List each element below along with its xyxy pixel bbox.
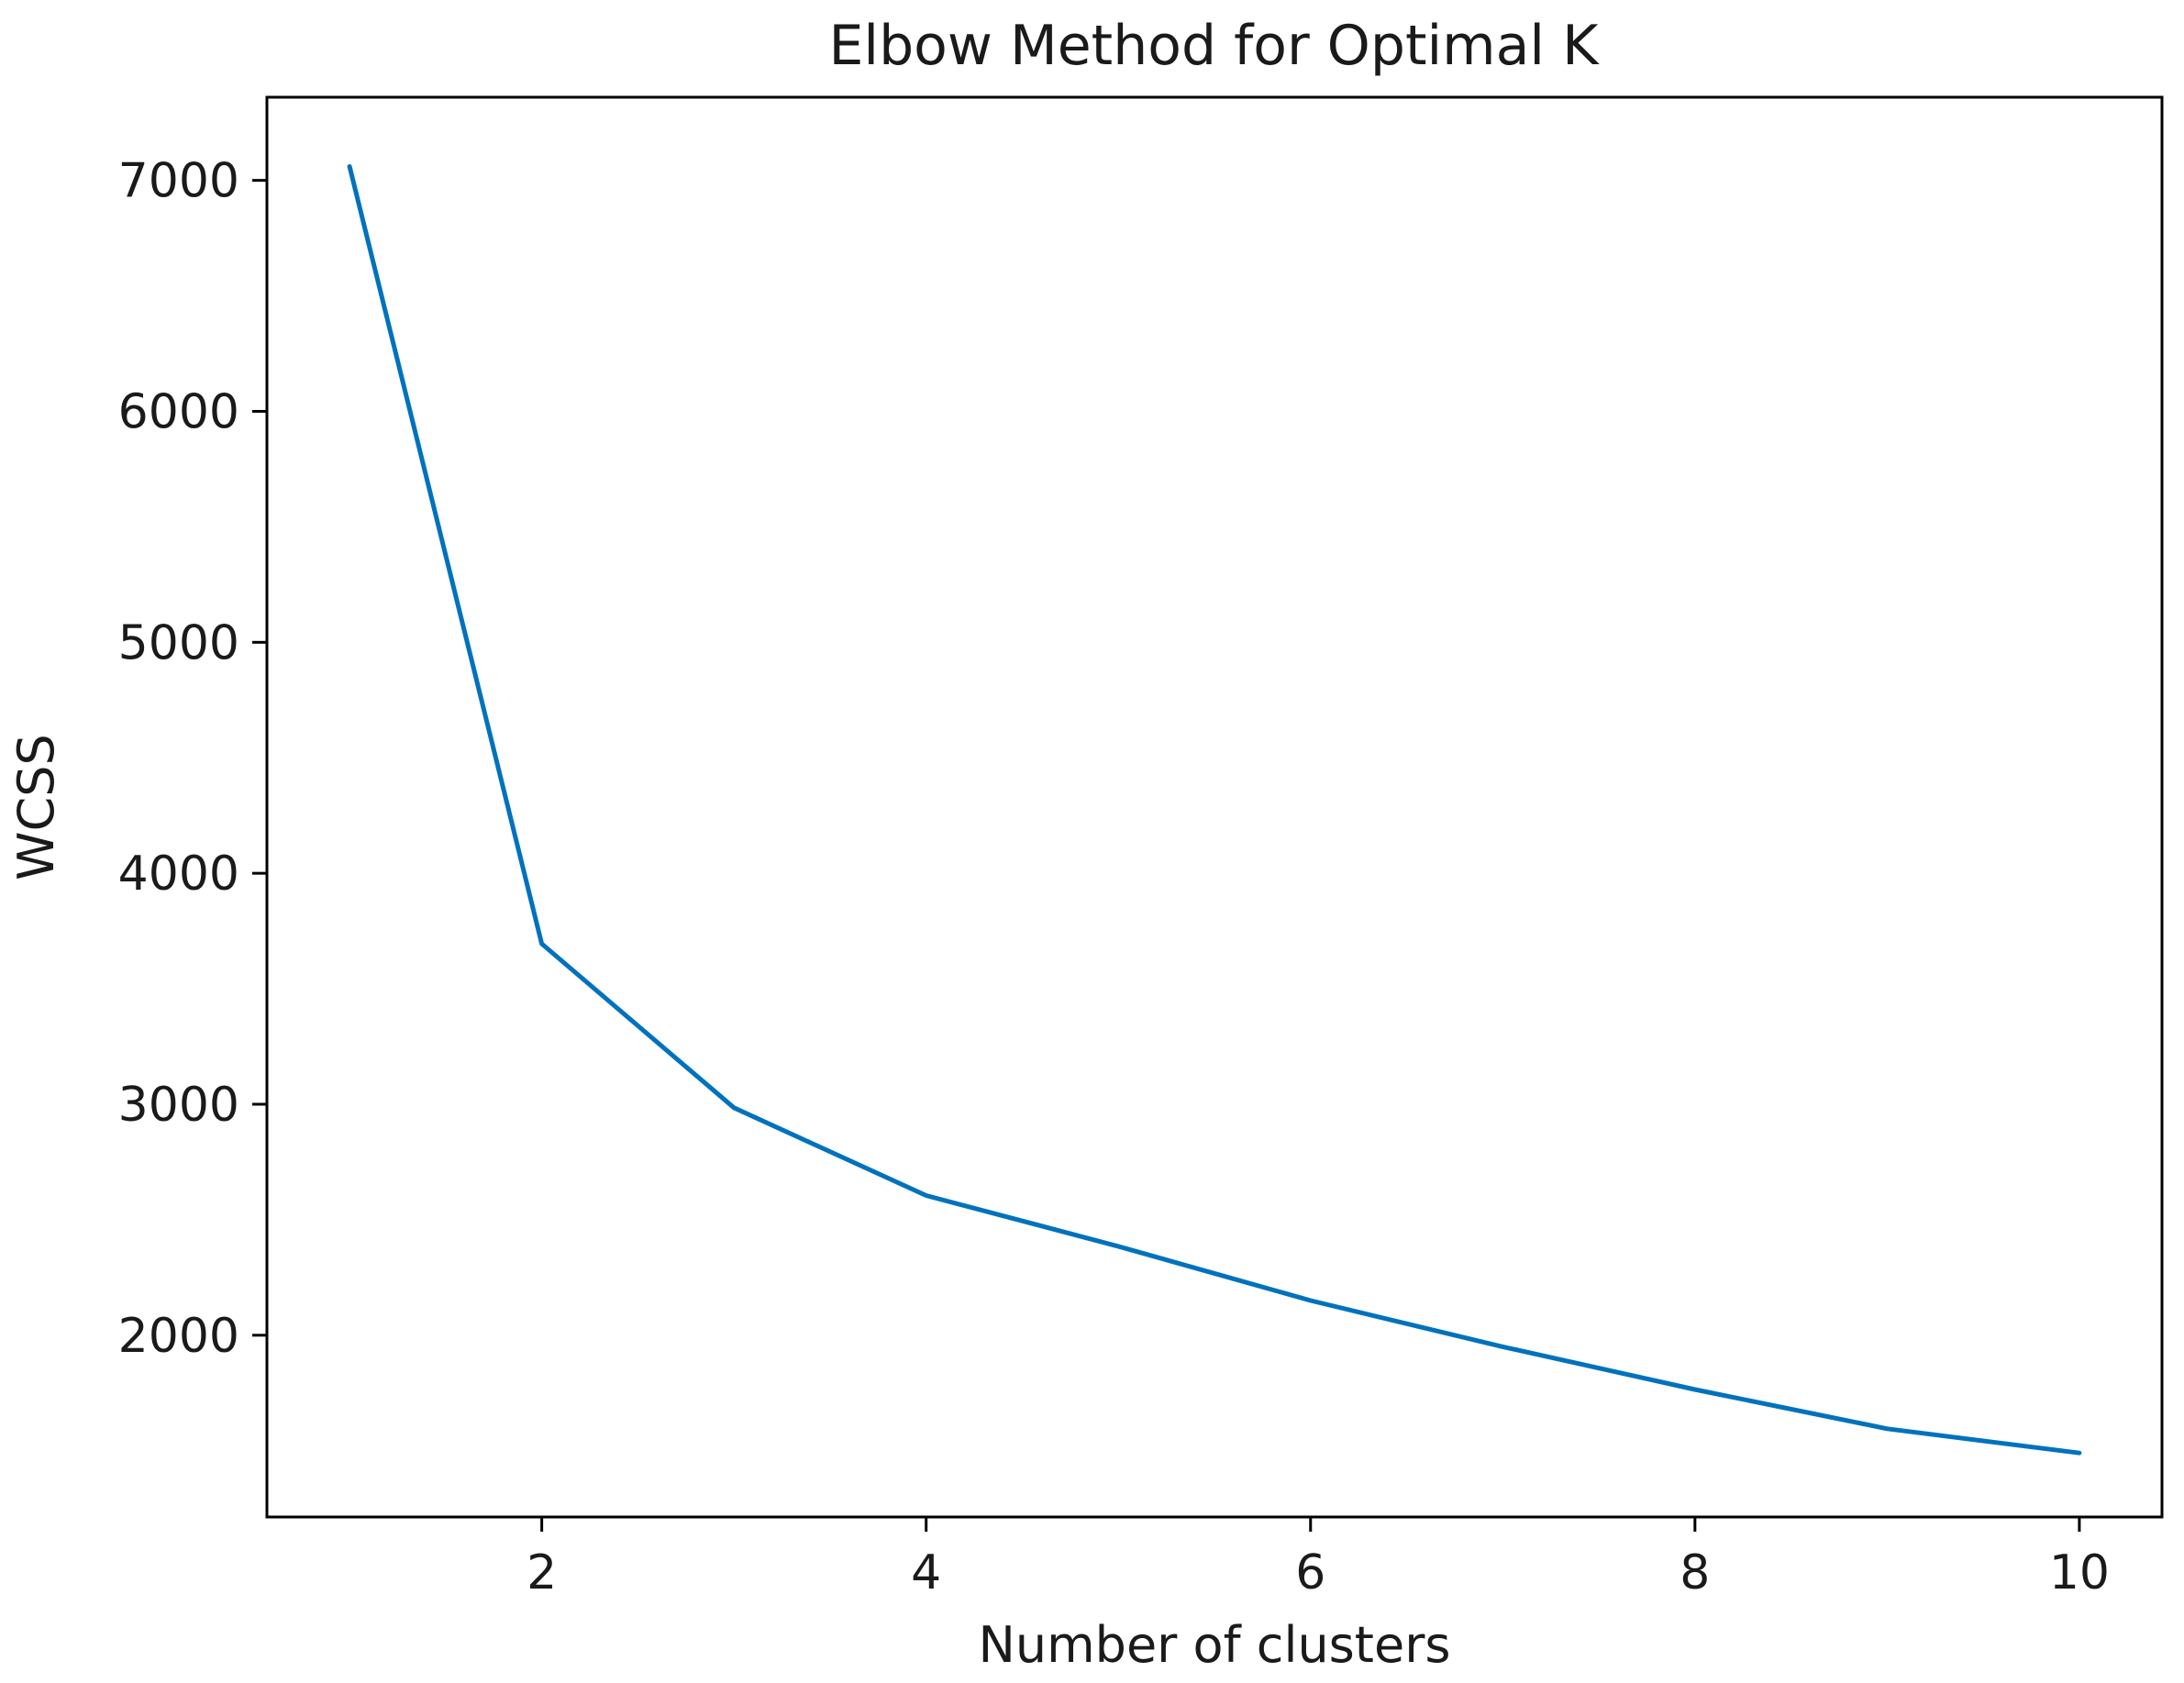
x-tick-label: 10: [2049, 1545, 2110, 1600]
y-axis-label: WCSS: [7, 734, 65, 880]
y-axis-ticks: 2000 3000 4000 5000 6000 7000: [118, 154, 267, 1364]
y-tick-label: 3000: [118, 1078, 239, 1133]
y-tick-label: 4000: [118, 847, 239, 902]
x-axis-ticks: 2 4 6 8 10: [527, 1517, 2110, 1600]
x-tick-label: 4: [911, 1545, 941, 1600]
series-line-0: [347, 164, 2082, 1456]
y-tick-label: 2000: [118, 1309, 239, 1364]
y-tick-label: 7000: [118, 154, 239, 209]
y-tick-label: 6000: [118, 384, 239, 439]
x-axis-label: Number of clusters: [978, 1616, 1450, 1674]
chart-title: Elbow Method for Optimal K: [828, 14, 1600, 78]
x-tick-label: 6: [1295, 1545, 1325, 1600]
x-tick-label: 8: [1680, 1545, 1710, 1600]
x-tick-label: 2: [527, 1545, 557, 1600]
y-tick-label: 5000: [118, 615, 239, 670]
series-layer: [347, 164, 2082, 1456]
plot-frame: [265, 95, 2164, 1519]
